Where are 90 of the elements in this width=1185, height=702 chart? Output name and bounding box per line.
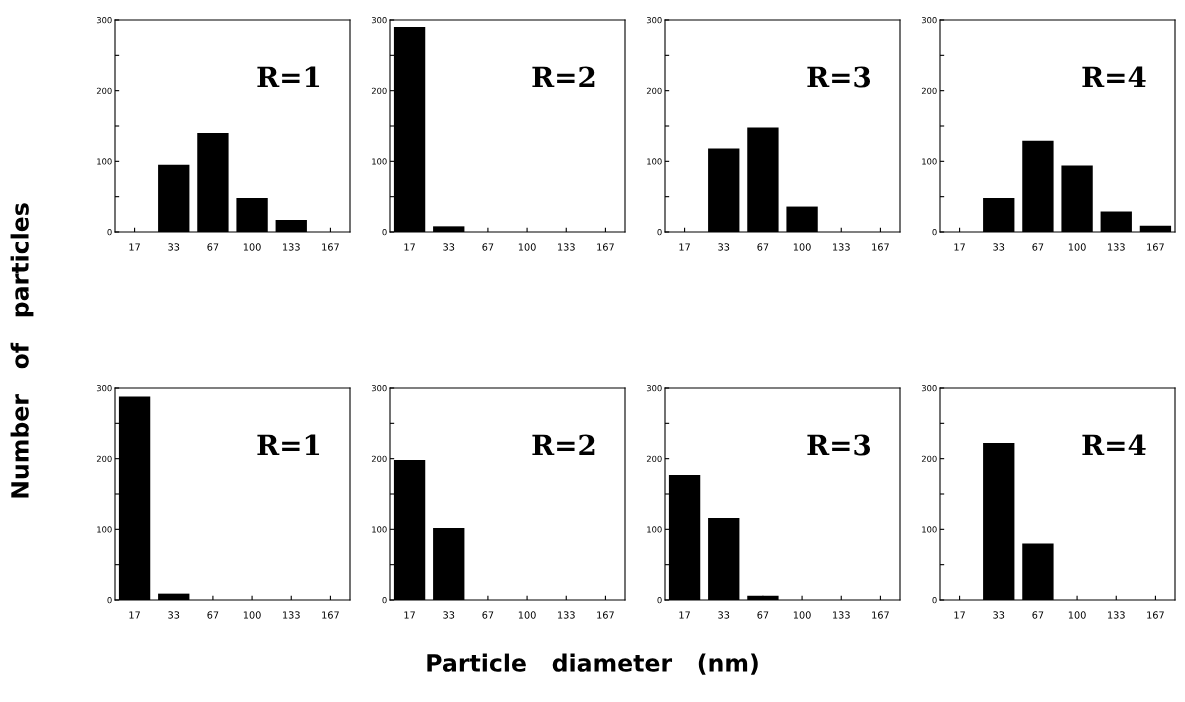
y-tick-label: 0 bbox=[382, 596, 387, 604]
x-tick-label: 100 bbox=[518, 611, 536, 619]
x-tick-label: 100 bbox=[793, 243, 811, 251]
y-tick-label: 0 bbox=[107, 228, 112, 236]
x-tick-label: 100 bbox=[1068, 611, 1086, 619]
y-tick-label: 300 bbox=[646, 384, 662, 392]
x-tick-label: 100 bbox=[518, 243, 536, 251]
x-tick-label: 167 bbox=[1147, 611, 1164, 619]
x-tick-label: 33 bbox=[168, 611, 180, 619]
x-tick-label: 100 bbox=[1068, 243, 1086, 251]
x-tick-label: 133 bbox=[1108, 243, 1125, 251]
x-tick-label: 67 bbox=[207, 243, 219, 251]
y-tick-label: 300 bbox=[921, 16, 937, 24]
y-tick-label: 100 bbox=[97, 158, 112, 165]
x-tick-label: 17 bbox=[954, 243, 965, 251]
y-tick-label: 0 bbox=[932, 228, 937, 236]
x-tick-label: 167 bbox=[322, 243, 339, 251]
x-tick-label: 133 bbox=[833, 243, 850, 251]
annotation: R=3 bbox=[807, 434, 871, 456]
x-tick-label: 33 bbox=[718, 243, 730, 251]
y-tick-label: 0 bbox=[932, 596, 937, 604]
x-tick-label: 17 bbox=[129, 611, 140, 619]
y-tick-label: 300 bbox=[371, 384, 387, 392]
x-tick-label: 133 bbox=[558, 243, 575, 251]
x-tick-label: 167 bbox=[1147, 243, 1164, 251]
x-tick-label: 133 bbox=[1108, 611, 1125, 619]
x-tick-label: 33 bbox=[168, 243, 180, 251]
x-tick-label: 167 bbox=[597, 243, 614, 251]
annotation: R=4 bbox=[1082, 66, 1146, 88]
x-tick-label: 17 bbox=[954, 611, 965, 619]
y-tick-label: 0 bbox=[107, 596, 112, 604]
y-tick-label: 100 bbox=[922, 526, 937, 533]
x-tick-label: 100 bbox=[243, 243, 261, 251]
y-tick-label: 100 bbox=[372, 158, 387, 165]
x-tick-label: 167 bbox=[872, 611, 889, 619]
y-tick-label: 300 bbox=[371, 16, 387, 24]
x-tick-label: 33 bbox=[993, 611, 1005, 619]
x-tick-label: 17 bbox=[404, 243, 415, 251]
x-tick-label: 17 bbox=[129, 243, 140, 251]
y-tick-label: 100 bbox=[647, 158, 662, 165]
x-tick-label: 67 bbox=[482, 611, 494, 619]
x-tick-label: 33 bbox=[443, 243, 455, 251]
annotation: R=1 bbox=[257, 434, 320, 456]
x-tick-label: 33 bbox=[993, 243, 1005, 251]
x-tick-label: 167 bbox=[597, 611, 614, 619]
x-tick-label: 167 bbox=[872, 243, 889, 251]
y-tick-label: 0 bbox=[382, 228, 387, 236]
x-tick-label: 133 bbox=[283, 611, 300, 619]
y-tick-label: 100 bbox=[97, 526, 112, 533]
annotation: R=1 bbox=[257, 66, 320, 88]
x-tick-label: 67 bbox=[1032, 243, 1044, 251]
x-tick-label: 100 bbox=[243, 611, 261, 619]
y-tick-label: 300 bbox=[921, 384, 937, 392]
x-tick-label: 167 bbox=[322, 611, 339, 619]
y-tick-label: 200 bbox=[921, 455, 937, 462]
y-tick-label: 0 bbox=[657, 596, 662, 604]
y-tick-label: 100 bbox=[372, 526, 387, 533]
y-tick-label: 100 bbox=[922, 158, 937, 165]
x-axis-title: Particle diameter (nm) bbox=[427, 653, 758, 675]
annotation: R=3 bbox=[807, 66, 871, 88]
y-tick-label: 300 bbox=[646, 16, 662, 24]
x-tick-label: 133 bbox=[558, 611, 575, 619]
y-tick-label: 200 bbox=[371, 455, 387, 462]
annotation: R=4 bbox=[1082, 434, 1146, 456]
x-tick-label: 133 bbox=[833, 611, 850, 619]
y-tick-label: 200 bbox=[371, 87, 387, 94]
y-tick-label: 300 bbox=[96, 384, 112, 392]
y-tick-label: 200 bbox=[96, 455, 112, 462]
y-tick-label: 100 bbox=[647, 526, 662, 533]
annotation: R=2 bbox=[532, 66, 595, 88]
x-tick-label: 17 bbox=[404, 611, 415, 619]
annotation: R=2 bbox=[532, 434, 595, 456]
x-tick-label: 67 bbox=[482, 243, 494, 251]
y-tick-label: 0 bbox=[657, 228, 662, 236]
x-tick-label: 67 bbox=[757, 611, 769, 619]
y-tick-label: 200 bbox=[646, 455, 662, 462]
y-tick-label: 300 bbox=[96, 16, 112, 24]
x-tick-label: 133 bbox=[283, 243, 300, 251]
y-tick-label: 200 bbox=[646, 87, 662, 94]
x-tick-label: 67 bbox=[757, 243, 769, 251]
x-tick-label: 17 bbox=[679, 611, 690, 619]
y-tick-label: 200 bbox=[921, 87, 937, 94]
x-tick-label: 17 bbox=[679, 243, 690, 251]
x-tick-label: 67 bbox=[207, 611, 219, 619]
x-tick-label: 33 bbox=[443, 611, 455, 619]
x-tick-label: 67 bbox=[1032, 611, 1044, 619]
y-axis-title: Number of particles bbox=[10, 203, 34, 498]
x-tick-label: 100 bbox=[793, 611, 811, 619]
y-tick-label: 200 bbox=[96, 87, 112, 94]
x-tick-label: 33 bbox=[718, 611, 730, 619]
